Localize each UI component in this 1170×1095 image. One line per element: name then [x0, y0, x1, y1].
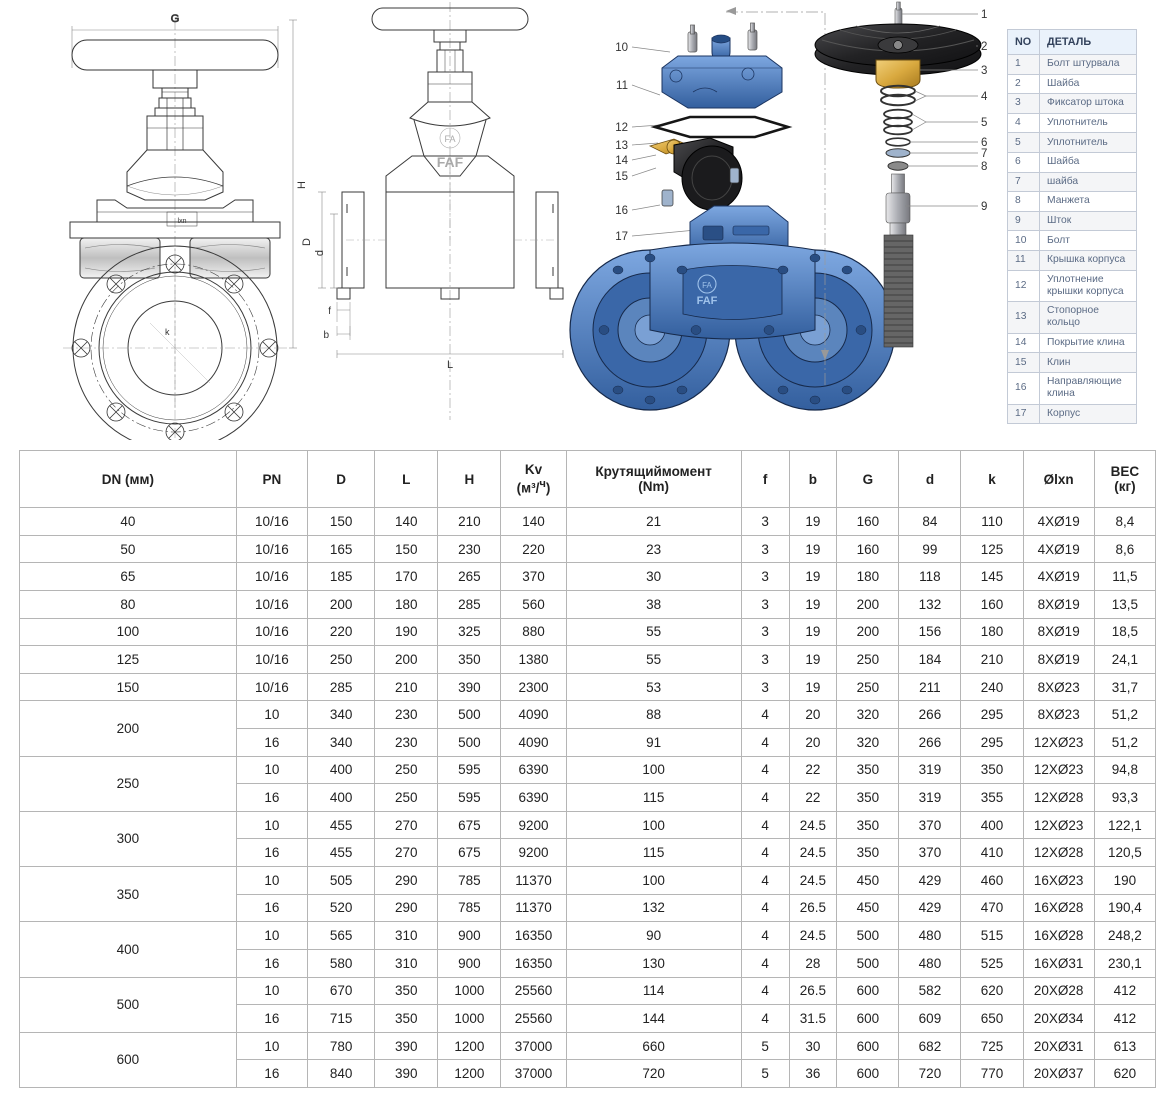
- svg-text:9: 9: [981, 201, 987, 213]
- svg-text:16: 16: [615, 205, 628, 217]
- svg-text:k: k: [165, 327, 170, 337]
- svg-text:14: 14: [615, 155, 628, 167]
- svg-text:2: 2: [981, 41, 987, 53]
- svg-text:f: f: [328, 306, 331, 317]
- svg-text:3: 3: [981, 65, 987, 77]
- svg-text:lхn: lхn: [178, 218, 187, 225]
- svg-text:L: L: [447, 359, 453, 371]
- svg-text:FA: FA: [444, 134, 455, 144]
- svg-text:11: 11: [616, 80, 628, 92]
- svg-text:FAF: FAF: [697, 295, 718, 307]
- svg-text:7: 7: [981, 148, 987, 160]
- svg-text:D: D: [301, 238, 313, 246]
- svg-text:1: 1: [981, 9, 987, 21]
- svg-text:10: 10: [615, 42, 628, 54]
- svg-text:FA: FA: [702, 281, 712, 290]
- svg-text:13: 13: [615, 140, 628, 152]
- svg-text:15: 15: [615, 171, 628, 183]
- svg-text:8: 8: [981, 161, 987, 173]
- svg-text:17: 17: [615, 231, 628, 243]
- svg-text:12: 12: [615, 122, 628, 134]
- svg-text:d: d: [314, 250, 326, 256]
- svg-text:G: G: [171, 13, 180, 25]
- svg-text:4: 4: [981, 91, 988, 103]
- svg-text:5: 5: [981, 117, 987, 129]
- svg-text:b: b: [323, 330, 329, 341]
- svg-text:H: H: [296, 181, 308, 189]
